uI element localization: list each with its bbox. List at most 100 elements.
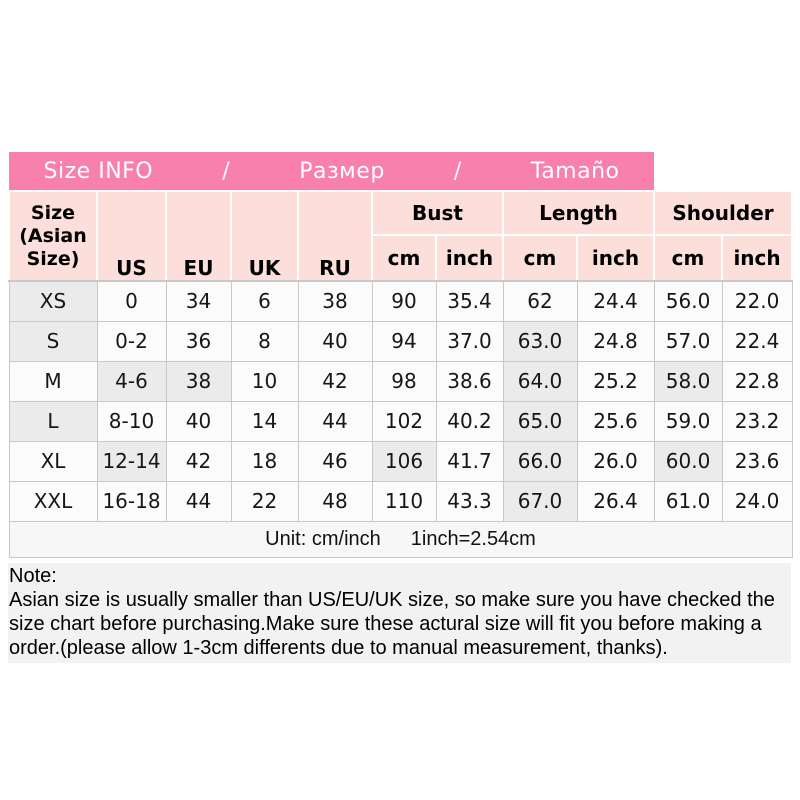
value-cell: 61.0 [653,480,723,522]
value-cell: 42 [297,360,373,402]
value-cell: 36 [165,320,232,362]
header-shoulder: Shoulder [653,190,794,236]
header-us: US [96,190,167,282]
value-cell: 22.8 [721,360,793,402]
table-row: XS 0 34 6 38 90 35.4 62 24.4 56.0 22.0 [8,280,793,322]
table-row: L 8-10 40 14 44 102 40.2 65.0 25.6 59.0 23.2 [8,400,793,442]
value-cell: 44 [297,400,373,442]
size-label-cell: XS [8,280,98,322]
title-size-info: Size INFO [43,158,154,184]
table-row: M 4-6 38 10 42 98 38.6 64.0 25.2 58.0 22.8 [8,360,793,402]
value-cell: 24.8 [576,320,655,362]
header-eu: EU [165,190,232,282]
header-uk: UK [230,190,299,282]
title-separator-icon: / [453,158,462,184]
unit-footer-row: Unit: cm/inch 1inch=2.54cm [8,520,793,558]
size-label-cell: L [8,400,98,442]
corner-line: Size) [26,247,80,270]
value-cell: 64.0 [502,360,578,402]
value-cell: 57.0 [653,320,723,362]
header-shoulder-cm: cm [653,234,724,282]
value-cell: 25.6 [576,400,655,442]
value-cell: 38 [297,280,373,322]
value-cell: 43.3 [435,480,504,522]
value-cell: 24.0 [721,480,793,522]
unit-label: Unit: cm/inch [265,527,381,550]
value-cell: 46 [297,440,373,482]
value-cell: 65.0 [502,400,578,442]
value-cell: 40 [297,320,373,362]
value-cell: 90 [371,280,437,322]
value-cell: 25.2 [576,360,655,402]
value-cell: 35.4 [435,280,504,322]
table-row: XXL 16-18 44 22 48 110 43.3 67.0 26.4 61.0 24.0 [8,480,793,522]
value-cell: 23.2 [721,400,793,442]
value-cell: 12-14 [96,440,167,482]
note-line: Asian size is usually smaller than US/EU… [9,588,775,611]
unit-footer: Unit: cm/inch 1inch=2.54cm [8,520,793,558]
value-cell: 0 [96,280,167,322]
value-cell: 38 [165,360,232,402]
header-length-inch: inch [575,234,656,282]
size-label-cell: M [8,360,98,402]
value-cell: 14 [230,400,299,442]
title-bar-row: Size INFO / Размер / Tamaño [9,152,793,191]
value-cell: 22.0 [721,280,793,322]
title-tamano: Tamaño [530,158,620,184]
value-cell: 24.4 [576,280,655,322]
value-cell: 98 [371,360,437,402]
header-length: Length [501,190,656,236]
title-bar-blank [654,152,793,191]
size-table: Size INFO / Размер / Tamaño Size (Asian … [8,152,794,558]
value-cell: 67.0 [502,480,578,522]
size-table-body: XS 0 34 6 38 90 35.4 62 24.4 56.0 22.0 S 0-2 36 8 40 94 3… [8,280,793,522]
note-title: Note: [9,564,57,587]
value-cell: 41.7 [435,440,504,482]
title-bar: Size INFO / Размер / Tamaño [9,152,655,191]
value-cell: 18 [230,440,299,482]
value-cell: 37.0 [435,320,504,362]
header-ru: RU [297,190,373,282]
header-bust-cm: cm [371,234,437,282]
header-bust: Bust [371,190,504,236]
value-cell: 6 [230,280,299,322]
title-separator-icon: / [222,158,231,184]
note-line: order.(please allow 1-3cm differents due… [9,636,668,659]
value-cell: 42 [165,440,232,482]
value-cell: 26.0 [576,440,655,482]
value-cell: 60.0 [653,440,723,482]
size-label-cell: XL [8,440,98,482]
value-cell: 0-2 [96,320,167,362]
value-cell: 8 [230,320,299,362]
value-cell: 44 [165,480,232,522]
value-cell: 22 [230,480,299,522]
corner-line: (Asian [19,224,87,247]
value-cell: 56.0 [653,280,723,322]
value-cell: 94 [371,320,437,362]
note-block: Note: Asian size is usually smaller than… [8,562,791,663]
value-cell: 106 [371,440,437,482]
value-cell: 38.6 [435,360,504,402]
header-shoulder-inch: inch [721,234,794,282]
header-group-row: Size (Asian Size) US EU UK RU Bust Lengt… [8,190,794,282]
value-cell: 26.4 [576,480,655,522]
value-cell: 22.4 [721,320,793,362]
value-cell: 110 [371,480,437,522]
value-cell: 48 [297,480,373,522]
table-row: XL 12-14 42 18 46 106 41.7 66.0 26.0 60.0 23.6 [8,440,793,482]
value-cell: 40 [165,400,232,442]
value-cell: 102 [371,400,437,442]
value-cell: 58.0 [653,360,723,402]
size-label-cell: S [8,320,98,362]
table-row: S 0-2 36 8 40 94 37.0 63.0 24.8 57.0 22.4 [8,320,793,362]
size-chart-page: Size INFO / Размер / Tamaño Size (Asian … [8,152,794,663]
value-cell: 34 [165,280,232,322]
value-cell: 8-10 [96,400,167,442]
value-cell: 40.2 [435,400,504,442]
header-length-cm: cm [502,234,578,282]
value-cell: 23.6 [721,440,793,482]
value-cell: 10 [230,360,299,402]
title-razmer: Размер [299,158,385,184]
value-cell: 59.0 [653,400,723,442]
corner-header-size-asian: Size (Asian Size) [8,190,98,282]
